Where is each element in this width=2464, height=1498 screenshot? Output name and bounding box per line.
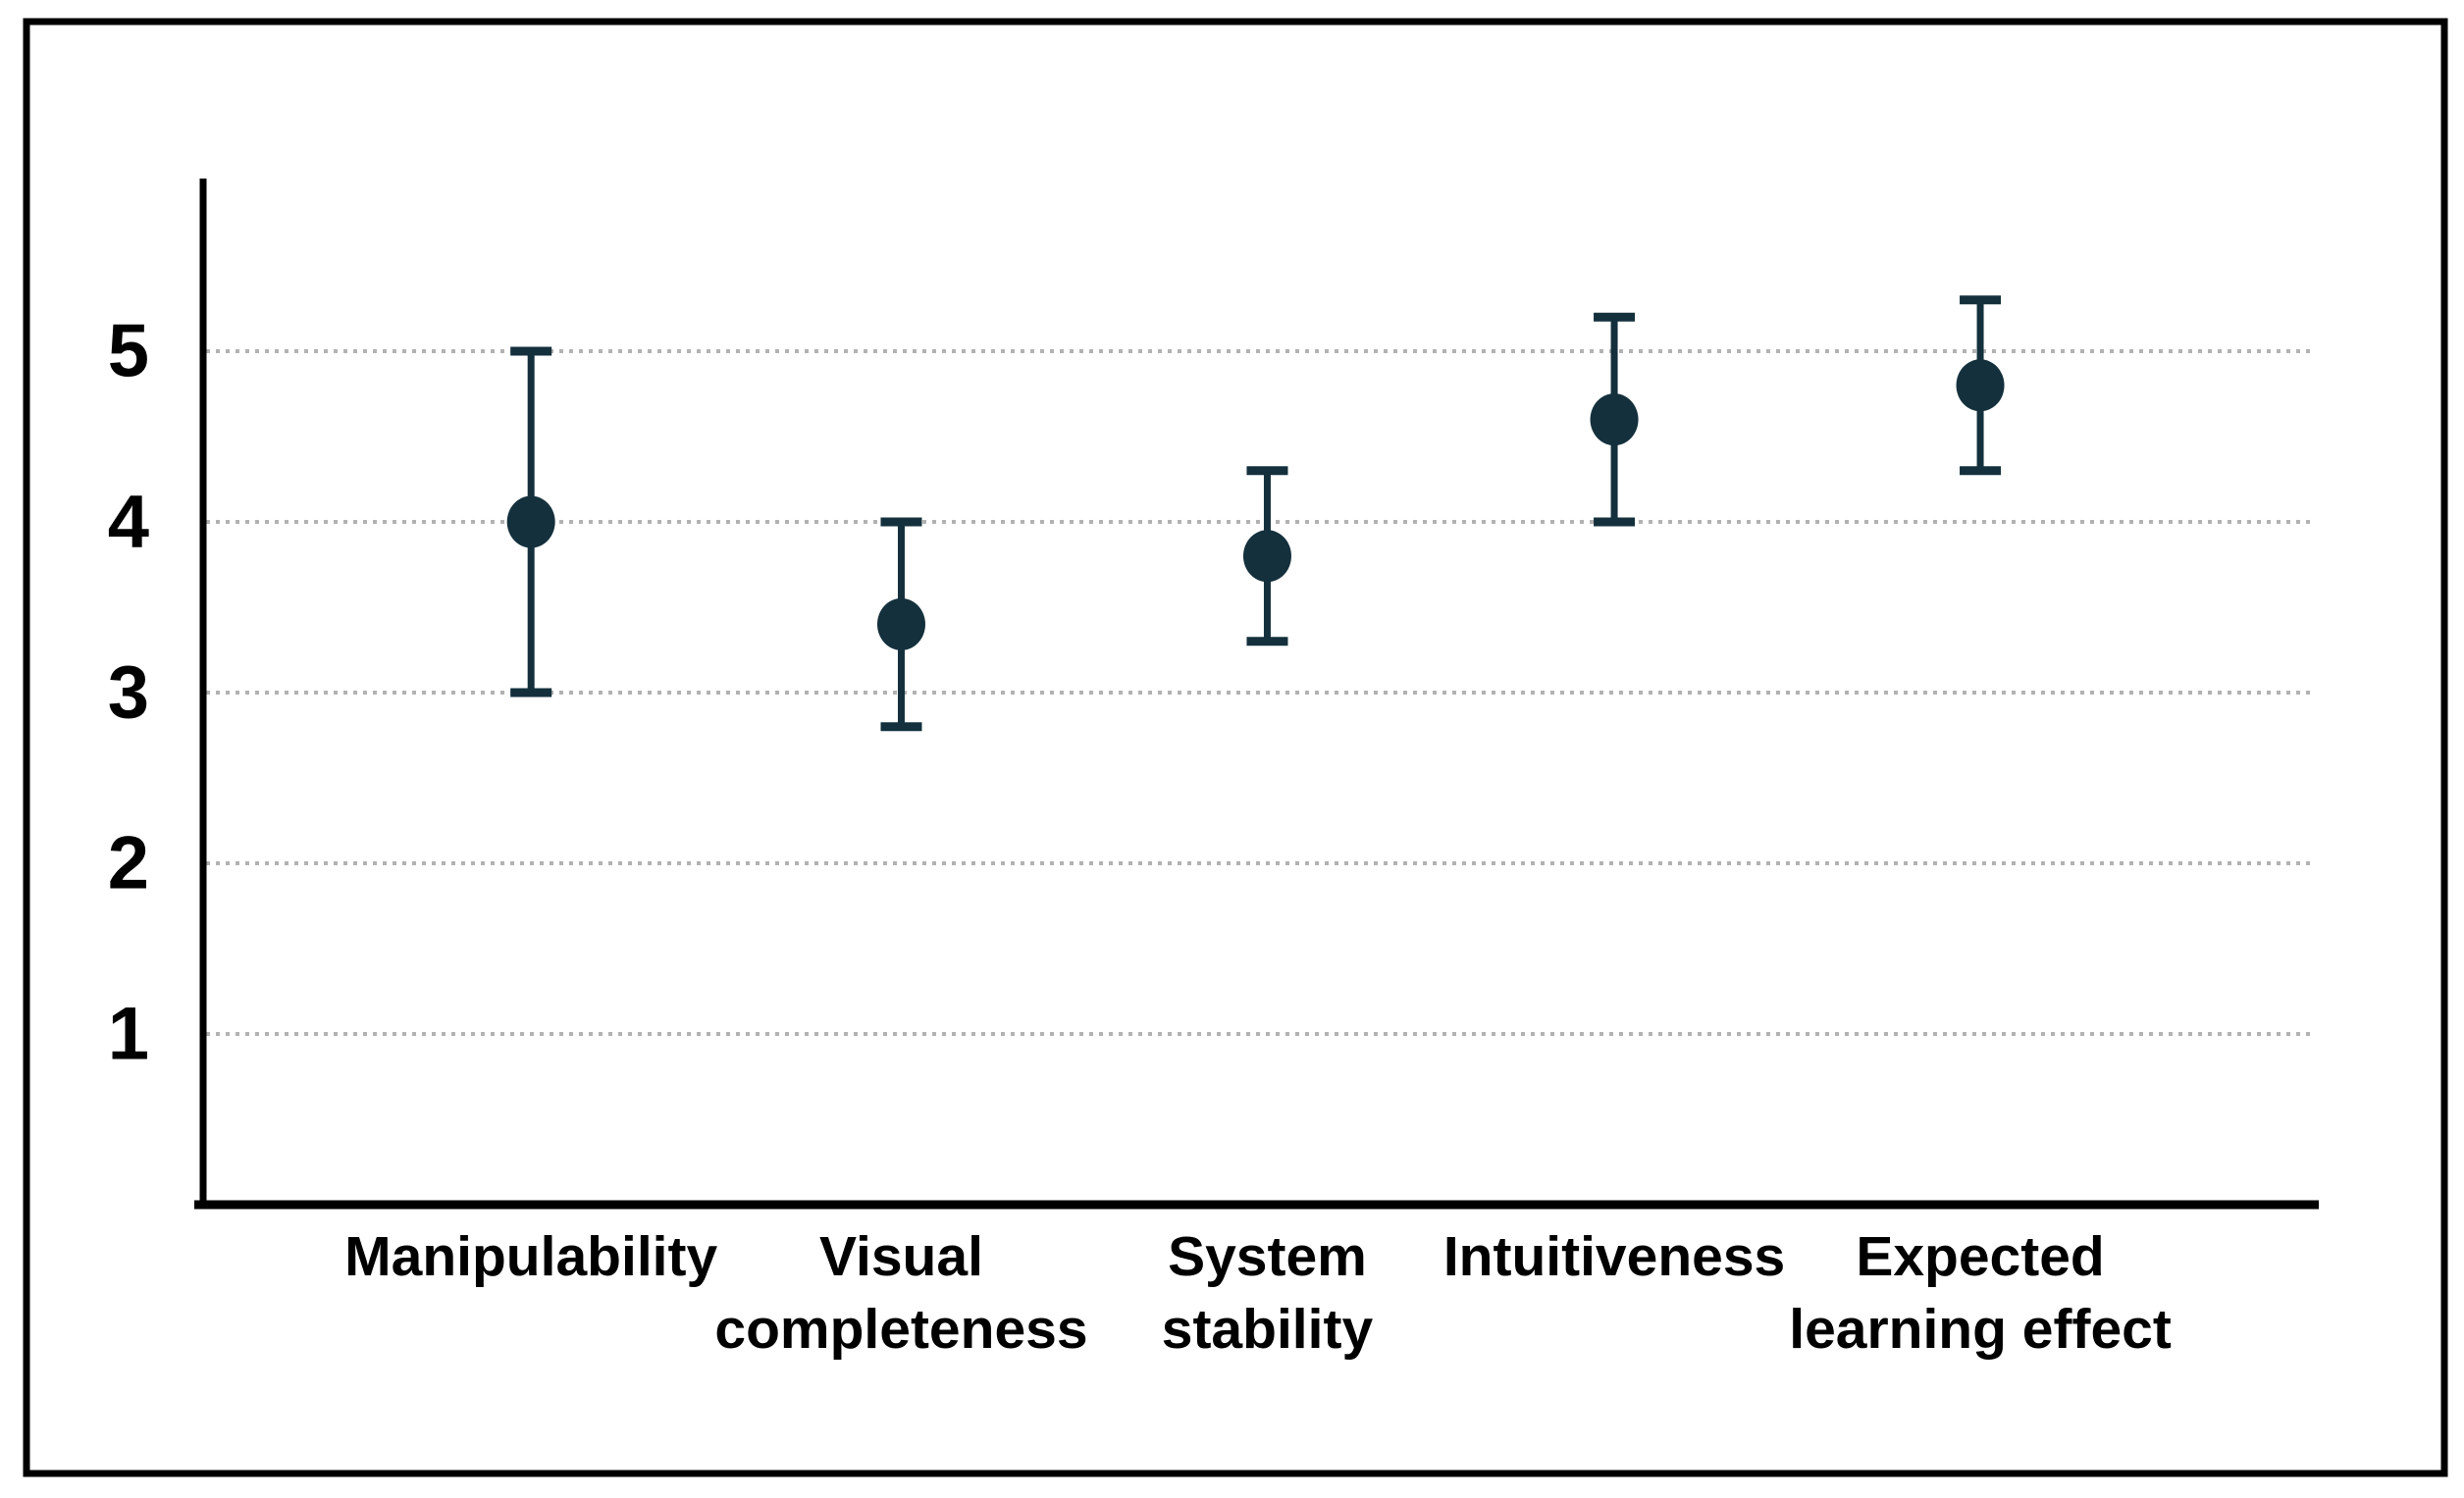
data-point [876,517,925,732]
data-point [1956,295,2005,476]
y-tick-label: 5 [108,310,149,393]
category-label: Intuitiveness [1443,1225,1785,1288]
mean-dot [1242,530,1291,583]
mean-dot [876,597,925,650]
y-tick-label: 2 [108,822,149,905]
category-label: Expected [1856,1225,2104,1288]
data-point [1590,312,1639,527]
figure-border [23,18,2448,1477]
y-tick-labels-group: 5 4 3 2 1 [108,310,149,1076]
gridlines-group [206,349,2316,1036]
y-tick-label: 3 [108,651,149,735]
error-bars-group [506,295,2005,732]
y-tick-label: 4 [108,481,149,564]
mean-dot [1956,359,2005,412]
category-label: Manipulability [344,1225,717,1288]
category-label: completeness [714,1298,1087,1361]
category-label: System [1168,1225,1367,1288]
mean-dot [1590,393,1639,446]
mean-dot [506,495,555,548]
data-point [506,346,555,697]
y-tick-label: 1 [108,993,149,1076]
category-label: learning effect [1789,1298,2172,1361]
data-point [1242,466,1291,646]
category-label: Visual [819,1225,983,1288]
category-labels-group: Manipulability Visual completeness System st… [344,1225,2172,1361]
category-label: stability [1162,1298,1374,1361]
